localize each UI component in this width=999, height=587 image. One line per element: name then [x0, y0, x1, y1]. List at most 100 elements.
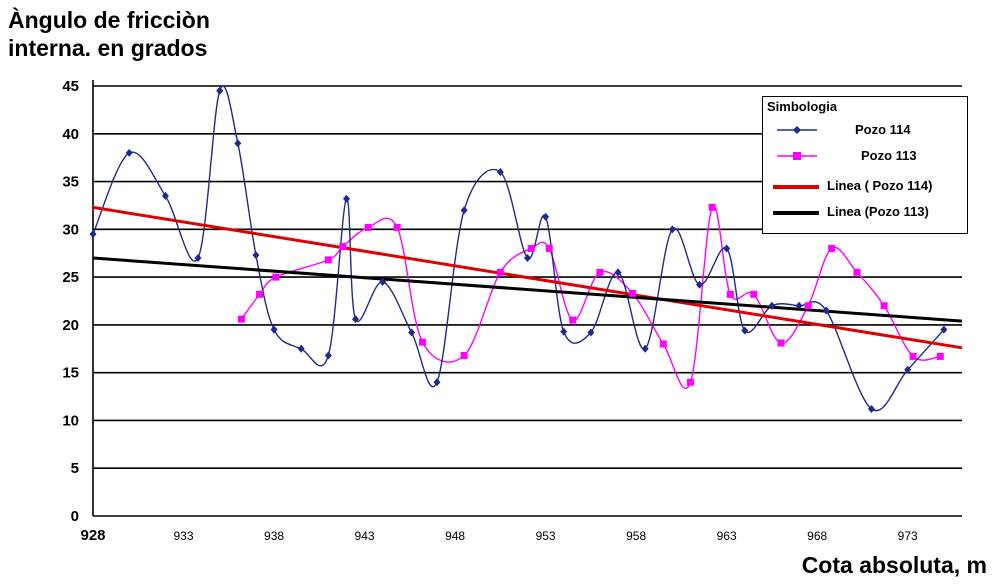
- point-pozo-113: [272, 273, 280, 281]
- trendline-linea-pozo-114: [92, 205, 963, 350]
- point-pozo-113: [828, 244, 836, 252]
- legend-title: Simbologia: [767, 99, 838, 114]
- point-pozo-114: [194, 254, 202, 262]
- point-pozo-114: [297, 344, 305, 353]
- point-pozo-114: [867, 404, 875, 413]
- x-tick-label: 953: [536, 529, 556, 543]
- y-tick-label: 15: [62, 365, 79, 382]
- point-pozo-113: [256, 290, 264, 298]
- point-pozo-113: [496, 268, 504, 276]
- point-pozo-114: [668, 225, 676, 234]
- legend-item-pozo-114: Pozo 114: [763, 119, 967, 143]
- point-pozo-113: [804, 302, 812, 310]
- y-tick-label: 25: [62, 269, 79, 286]
- point-pozo-113: [364, 223, 372, 231]
- point-pozo-113: [545, 244, 553, 252]
- point-pozo-114: [433, 378, 441, 387]
- point-pozo-113: [460, 351, 468, 359]
- point-pozo-113: [909, 352, 917, 360]
- point-pozo-113: [527, 244, 535, 252]
- point-pozo-113: [708, 203, 716, 211]
- point-pozo-114: [342, 194, 350, 203]
- point-pozo-114: [89, 230, 97, 239]
- point-pozo-113: [686, 378, 694, 386]
- point-pozo-114: [125, 148, 133, 157]
- point-pozo-114: [641, 344, 649, 353]
- y-tick-label: 0: [71, 508, 79, 525]
- point-pozo-114: [216, 86, 224, 95]
- point-pozo-113: [596, 268, 604, 276]
- point-pozo-114: [822, 306, 830, 315]
- x-tick-label: 958: [626, 529, 646, 543]
- x-tick-label: 963: [717, 529, 737, 543]
- point-pozo-113: [936, 352, 944, 360]
- point-pozo-114: [524, 254, 531, 262]
- point-pozo-114: [587, 328, 595, 337]
- y-tick-label: 30: [62, 221, 79, 238]
- point-pozo-113: [324, 256, 332, 264]
- point-pozo-114: [379, 277, 387, 286]
- y-tick-label: 10: [62, 412, 79, 429]
- legend-label-linea-pozo-113: Linea (Pozo 113): [827, 204, 929, 219]
- point-pozo-114: [408, 328, 416, 337]
- point-pozo-113: [237, 315, 245, 323]
- point-pozo-113: [880, 302, 888, 310]
- point-pozo-113: [777, 339, 785, 347]
- point-pozo-114: [234, 139, 242, 148]
- legend-line-linea-pozo-113: [773, 211, 819, 215]
- legend-marker-pozo-113: [777, 152, 817, 160]
- point-pozo-114: [352, 315, 360, 324]
- y-tick-label: 5: [71, 460, 79, 477]
- x-tick-label: 938: [264, 529, 284, 543]
- point-pozo-114: [614, 268, 622, 277]
- point-pozo-114: [940, 325, 948, 334]
- y-tick-label: 40: [62, 126, 79, 143]
- point-pozo-113: [750, 290, 758, 298]
- series-line-pozo-113: [240, 205, 941, 390]
- point-pozo-113: [726, 290, 734, 298]
- y-axis-title-line1: Àngulo de fricciòn: [8, 7, 210, 33]
- x-tick-label: 948: [445, 529, 465, 543]
- point-pozo-113: [853, 268, 861, 276]
- point-pozo-114: [324, 351, 332, 360]
- legend-marker-pozo-114: [777, 126, 817, 134]
- point-pozo-113: [418, 338, 426, 346]
- legend-item-pozo-113: Pozo 113: [763, 145, 967, 169]
- point-pozo-114: [904, 365, 912, 374]
- point-pozo-113: [629, 289, 637, 297]
- point-pozo-113: [393, 223, 401, 231]
- y-axis-title-line2: interna. en grados: [8, 35, 208, 61]
- point-pozo-114: [695, 280, 703, 289]
- legend-line-linea-pozo-114: [773, 185, 819, 189]
- point-pozo-114: [542, 212, 550, 221]
- point-pozo-114: [741, 326, 749, 335]
- x-axis-title: Cota absoluta, m: [801, 552, 987, 578]
- point-pozo-113: [569, 316, 577, 324]
- x-tick-label: 928: [80, 527, 105, 544]
- y-tick-label: 35: [62, 174, 79, 191]
- x-tick-label: 973: [898, 529, 918, 543]
- y-tick-label: 45: [62, 78, 79, 95]
- point-pozo-114: [723, 244, 731, 253]
- legend-label-pozo-113: Pozo 113: [861, 148, 917, 163]
- trendline-linea-pozo-113: [92, 256, 963, 323]
- point-pozo-113: [659, 340, 667, 348]
- x-tick-label: 943: [355, 529, 375, 543]
- x-tick-label: 968: [807, 529, 827, 543]
- legend: Simbologia Pozo 114 Pozo 113 Linea ( Poz…: [762, 96, 968, 234]
- point-pozo-114: [270, 325, 278, 334]
- point-pozo-113: [339, 243, 347, 251]
- point-pozo-114: [460, 206, 468, 215]
- legend-item-linea-pozo-114: Linea ( Pozo 114): [763, 175, 967, 199]
- point-pozo-114: [560, 327, 568, 336]
- y-tick-label: 20: [62, 317, 79, 334]
- legend-item-linea-pozo-113: Linea (Pozo 113): [763, 201, 967, 225]
- legend-label-linea-pozo-114: Linea ( Pozo 114): [827, 178, 933, 193]
- point-pozo-114: [252, 251, 260, 260]
- point-pozo-114: [496, 168, 504, 176]
- y-axis-title: Àngulo de fricciòn interna. en grados: [8, 6, 210, 62]
- legend-label-pozo-114: Pozo 114: [855, 122, 911, 137]
- x-tick-label: 933: [174, 529, 194, 543]
- point-pozo-114: [768, 301, 776, 310]
